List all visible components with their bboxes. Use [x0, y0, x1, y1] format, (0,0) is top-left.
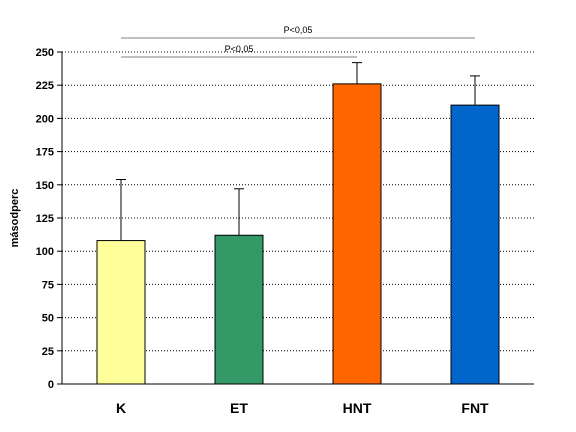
- significance-label-1: P<0,05: [284, 25, 313, 35]
- y-tick-label-75: 75: [42, 279, 54, 291]
- x-category-label-ET: ET: [230, 400, 248, 416]
- x-category-labels: K ET HNT FNT: [116, 400, 489, 416]
- y-axis-title: másodperc: [9, 189, 21, 248]
- x-category-label-K: K: [116, 400, 126, 416]
- y-tick-label-50: 50: [42, 313, 54, 325]
- bar-ET: [214, 234, 264, 385]
- x-category-label-HNT: HNT: [343, 400, 372, 416]
- y-tick-label-200: 200: [36, 113, 54, 125]
- bar-K: [96, 240, 146, 385]
- y-tick-label-25: 25: [42, 346, 54, 358]
- y-tick-label-125: 125: [36, 213, 54, 225]
- y-tick-label-250: 250: [36, 47, 54, 59]
- y-tick-label-225: 225: [36, 80, 54, 92]
- y-tick-labels: 0 25 50 75 100 125 150 175 200 225 250: [36, 47, 62, 391]
- error-bars: [116, 62, 480, 241]
- y-tick-label-150: 150: [36, 180, 54, 192]
- bar-FNT: [450, 104, 500, 385]
- significance-annotations: P<0,05 P<0,05: [121, 25, 475, 58]
- y-tick-label-0: 0: [48, 379, 54, 391]
- bar-HNT: [332, 83, 382, 385]
- x-category-label-FNT: FNT: [461, 400, 489, 416]
- bars: [96, 83, 500, 385]
- y-tick-label-100: 100: [36, 246, 54, 258]
- y-tick-label-175: 175: [36, 147, 54, 159]
- significance-label-2: P<0,05: [225, 44, 254, 54]
